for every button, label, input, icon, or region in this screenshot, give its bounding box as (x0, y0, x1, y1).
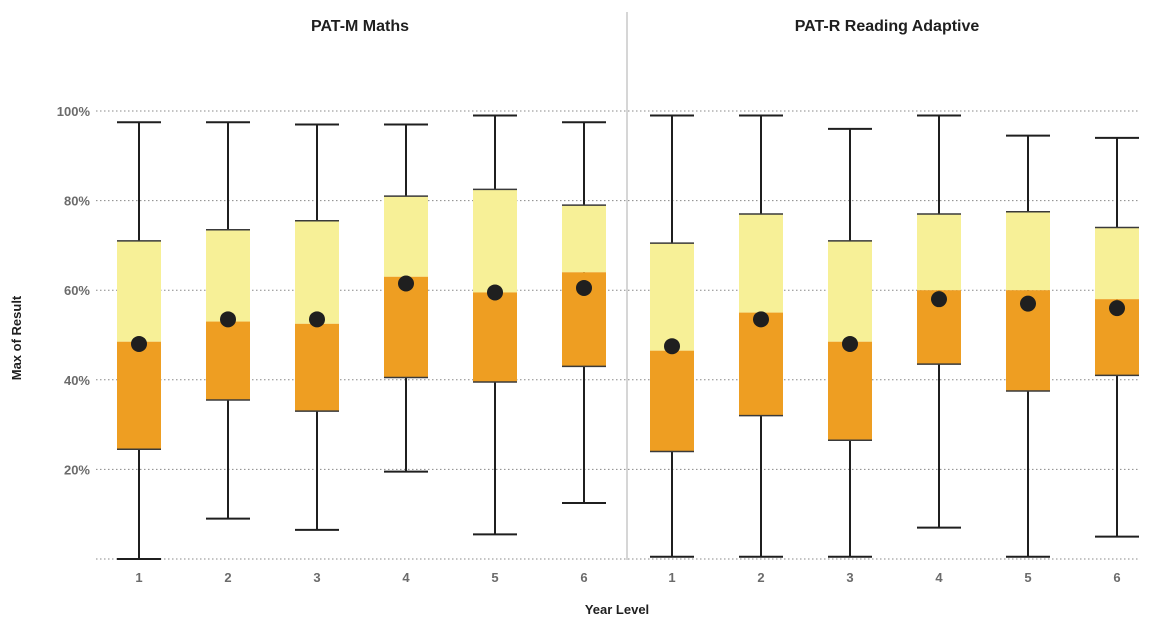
box-year-1 (650, 114, 694, 558)
upper-quartile-box (117, 240, 161, 342)
upper-quartile-box (917, 214, 961, 291)
gridlines (96, 110, 1140, 560)
lower-quartile-box (828, 341, 872, 441)
y-tick-label: 80% (64, 194, 90, 209)
panel-1: PAT-M Maths 1 2 3 4 5 6 (117, 18, 606, 585)
x-tick-label: 6 (1113, 570, 1120, 585)
y-tick-label: 60% (64, 283, 90, 298)
upper-quartile-box (650, 243, 694, 351)
box-year-2 (739, 114, 783, 558)
mean-marker (398, 275, 414, 292)
x-tick-label: 1 (668, 570, 675, 585)
mean-marker (931, 291, 947, 308)
x-tick-label: 5 (1024, 570, 1031, 585)
upper-quartile-box (828, 240, 872, 342)
mean-marker (664, 338, 680, 355)
panel-title: PAT-R Reading Adaptive (795, 18, 980, 35)
lower-quartile-box (206, 321, 250, 400)
mean-marker (487, 284, 503, 301)
box-year-5 (1006, 134, 1050, 558)
x-tick-label: 2 (757, 570, 764, 585)
upper-quartile-box (562, 205, 606, 273)
lower-quartile-box (473, 292, 517, 383)
mean-marker (220, 311, 236, 328)
panel-2: PAT-R Reading Adaptive 1 2 3 4 5 6 (650, 18, 1139, 585)
mean-marker (753, 311, 769, 328)
lower-quartile-box (117, 341, 161, 450)
x-tick-label: 1 (135, 570, 142, 585)
x-axis-label: Year Level (585, 602, 649, 617)
lower-quartile-box (650, 350, 694, 452)
box-year-3 (295, 123, 339, 531)
mean-marker (1109, 300, 1125, 317)
box-year-4 (917, 114, 961, 529)
upper-quartile-box (1095, 227, 1139, 300)
upper-quartile-box (473, 189, 517, 293)
mean-marker (1020, 295, 1036, 312)
y-axis-ticks: 20% 40% 60% 80% 100% (57, 104, 91, 477)
panels: PAT-M Maths 1 2 3 4 5 6 PAT-R Reading Adaptive 1… (117, 18, 1139, 585)
mean-marker (131, 335, 147, 352)
y-tick-label: 40% (64, 373, 90, 388)
box-year-5 (473, 114, 517, 536)
upper-quartile-box (384, 196, 428, 277)
upper-quartile-box (206, 229, 250, 322)
x-tick-label: 4 (402, 570, 410, 585)
lower-quartile-box (295, 323, 339, 412)
y-tick-label: 100% (57, 104, 91, 119)
x-tick-label: 3 (846, 570, 853, 585)
box-year-1 (117, 121, 161, 560)
box-year-3 (828, 127, 872, 558)
lower-quartile-box (384, 276, 428, 378)
upper-quartile-box (1006, 211, 1050, 291)
x-tick-label: 5 (491, 570, 498, 585)
lower-quartile-box (739, 312, 783, 416)
y-axis-label: Max of Result (9, 295, 24, 380)
mean-marker (842, 335, 858, 352)
mean-marker (576, 279, 592, 296)
mean-marker (309, 311, 325, 328)
box-year-6 (1095, 136, 1139, 538)
upper-quartile-box (739, 214, 783, 313)
box-year-4 (384, 123, 428, 473)
x-tick-label: 4 (935, 570, 943, 585)
box-year-2 (206, 121, 250, 520)
panel-title: PAT-M Maths (311, 18, 409, 35)
y-tick-label: 20% (64, 462, 90, 477)
upper-quartile-box (295, 220, 339, 324)
box-year-6 (562, 121, 606, 504)
x-tick-label: 2 (224, 570, 231, 585)
x-tick-label: 3 (313, 570, 320, 585)
x-tick-label: 6 (580, 570, 587, 585)
